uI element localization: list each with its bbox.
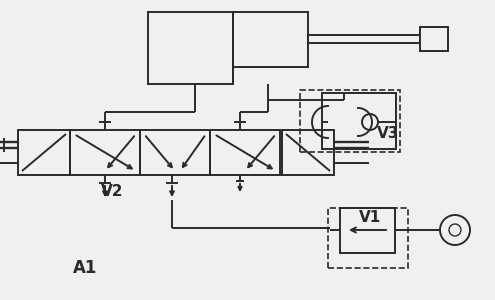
Bar [18, 130, 70, 175]
Bar [282, 130, 334, 175]
Bar [210, 130, 280, 175]
Text: V1: V1 [359, 211, 381, 226]
Text: A1: A1 [73, 259, 97, 277]
Text: V2: V2 [101, 184, 123, 200]
Bar [322, 93, 396, 149]
Bar [148, 12, 233, 84]
Bar [140, 130, 210, 175]
Bar [300, 90, 400, 152]
Bar [328, 208, 408, 268]
Bar [420, 27, 448, 51]
Bar [340, 208, 395, 253]
Bar [70, 130, 140, 175]
Bar [233, 12, 308, 67]
Text: V3: V3 [377, 125, 399, 140]
